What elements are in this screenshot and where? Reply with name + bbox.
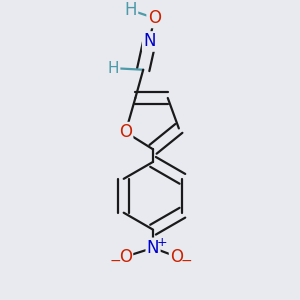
Text: −: − — [181, 254, 192, 267]
Text: +: + — [157, 236, 167, 249]
Text: N: N — [143, 32, 156, 50]
Text: H: H — [108, 61, 119, 76]
Text: O: O — [119, 123, 132, 141]
Text: O: O — [148, 9, 161, 27]
Text: O: O — [119, 248, 132, 266]
Text: −: − — [110, 254, 121, 267]
Text: O: O — [170, 248, 183, 266]
Text: H: H — [124, 1, 137, 19]
Text: N: N — [147, 239, 159, 257]
